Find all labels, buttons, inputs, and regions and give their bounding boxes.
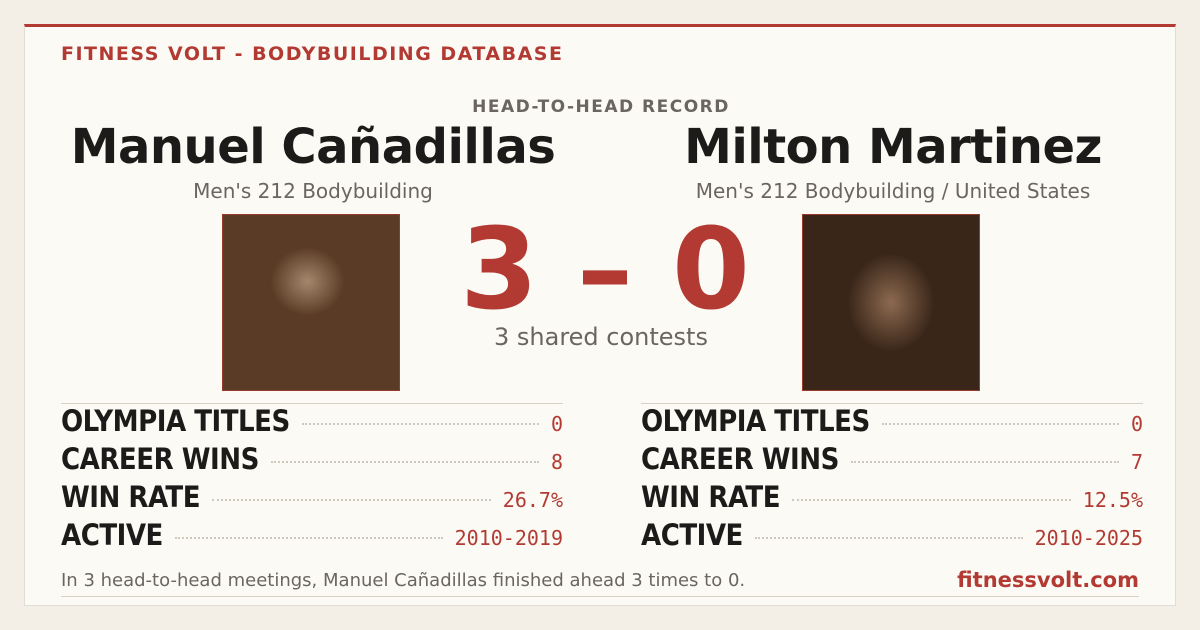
stat-label: ACTIVE bbox=[61, 518, 163, 552]
stat-value: 7 bbox=[1130, 450, 1143, 474]
card: FITNESS VOLT - BODYBUILDING DATABASE HEA… bbox=[24, 24, 1176, 606]
stat-value: 0 bbox=[1130, 412, 1143, 436]
stat-row: ACTIVE 2010-2025 bbox=[641, 518, 1143, 556]
stats: OLYMPIA TITLES 0 CAREER WINS 7 WIN RATE 12.5%… bbox=[641, 403, 1143, 556]
stat-row: ACTIVE 2010-2019 bbox=[61, 518, 563, 556]
stat-label: WIN RATE bbox=[61, 480, 201, 514]
stat-row: OLYMPIA TITLES 0 bbox=[641, 404, 1143, 442]
athlete-photo bbox=[222, 214, 400, 391]
leader bbox=[754, 537, 1023, 539]
stat-row: CAREER WINS 8 bbox=[61, 442, 563, 480]
athlete-division: Men's 212 Bodybuilding / United States bbox=[695, 179, 1091, 203]
brand: FITNESS VOLT - BODYBUILDING DATABASE bbox=[61, 43, 564, 65]
divider bbox=[61, 596, 1139, 597]
stat-row: OLYMPIA TITLES 0 bbox=[61, 404, 563, 442]
leader bbox=[881, 423, 1119, 425]
leader bbox=[174, 537, 443, 539]
stat-value: 2010-2025 bbox=[1034, 526, 1143, 550]
score: 3 – 0 bbox=[460, 205, 750, 335]
stat-value: 0 bbox=[550, 412, 563, 436]
leader bbox=[792, 499, 1071, 501]
stat-value: 12.5% bbox=[1082, 488, 1143, 512]
leader bbox=[270, 461, 539, 463]
stats: OLYMPIA TITLES 0 CAREER WINS 8 WIN RATE 26.7%… bbox=[61, 403, 563, 556]
leader bbox=[301, 423, 539, 425]
stat-label: OLYMPIA TITLES bbox=[61, 404, 290, 438]
stat-label: OLYMPIA TITLES bbox=[641, 404, 870, 438]
leader bbox=[212, 499, 491, 501]
summary: In 3 head-to-head meetings, Manuel Cañad… bbox=[61, 570, 746, 591]
stat-row: WIN RATE 12.5% bbox=[641, 480, 1143, 518]
leader bbox=[850, 461, 1119, 463]
athlete-name: Milton Martinez bbox=[684, 119, 1102, 175]
section-title: HEAD-TO-HEAD RECORD bbox=[472, 97, 730, 117]
athlete-division: Men's 212 Bodybuilding bbox=[193, 179, 433, 203]
stat-label: CAREER WINS bbox=[61, 442, 259, 476]
athlete-name: Manuel Cañadillas bbox=[70, 119, 556, 175]
stat-label: WIN RATE bbox=[641, 480, 781, 514]
site-link[interactable]: fitnessvolt.com bbox=[957, 568, 1139, 592]
stat-label: ACTIVE bbox=[641, 518, 743, 552]
stat-value: 8 bbox=[550, 450, 563, 474]
athlete-photo bbox=[802, 214, 980, 391]
stat-row: CAREER WINS 7 bbox=[641, 442, 1143, 480]
stat-value: 26.7% bbox=[502, 488, 563, 512]
stat-value: 2010-2019 bbox=[454, 526, 563, 550]
stat-label: CAREER WINS bbox=[641, 442, 839, 476]
score-caption: 3 shared contests bbox=[494, 323, 708, 351]
stat-row: WIN RATE 26.7% bbox=[61, 480, 563, 518]
